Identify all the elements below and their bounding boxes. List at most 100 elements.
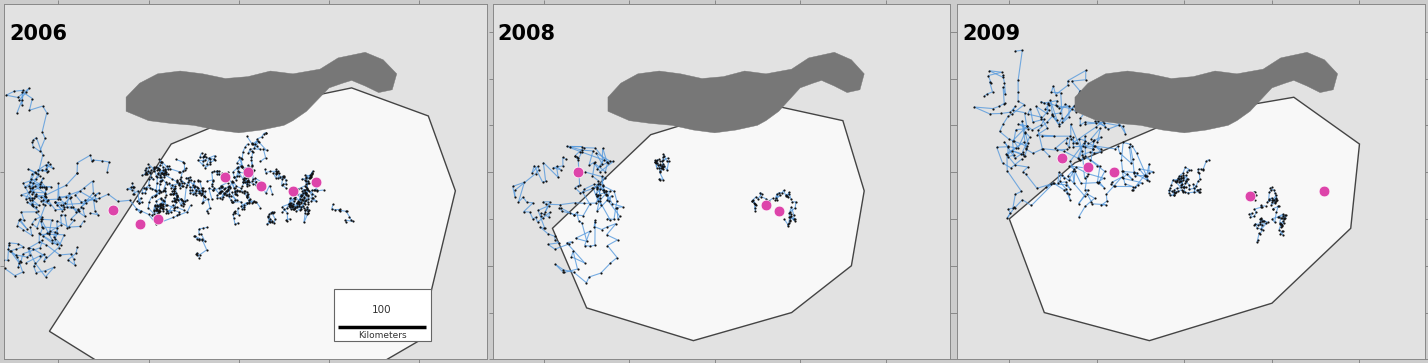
Point <box>151 208 174 213</box>
Point <box>1067 155 1090 161</box>
Polygon shape <box>608 52 864 133</box>
Point <box>548 202 571 208</box>
Point <box>577 162 600 168</box>
Point <box>240 167 263 173</box>
Point <box>0 92 17 98</box>
Point <box>154 195 177 200</box>
Point <box>127 200 150 206</box>
Point <box>743 200 765 206</box>
Point <box>143 166 166 172</box>
Point <box>4 252 27 258</box>
Point <box>1015 143 1038 149</box>
Point <box>147 170 170 176</box>
Point <box>53 207 76 212</box>
Point <box>571 220 594 226</box>
Point <box>47 194 70 200</box>
Point <box>1004 155 1027 161</box>
Point <box>240 154 263 160</box>
Point <box>33 251 56 257</box>
Point <box>1171 170 1194 176</box>
Point <box>33 191 56 197</box>
Point <box>163 188 186 193</box>
Point <box>1054 101 1077 107</box>
Point <box>648 162 671 167</box>
Point <box>1242 189 1265 195</box>
Point <box>558 210 581 216</box>
Point <box>294 190 317 196</box>
Point <box>171 199 194 204</box>
Point <box>1077 187 1100 193</box>
Point <box>1254 203 1277 209</box>
Point <box>1081 201 1104 207</box>
Point <box>149 178 171 184</box>
Point <box>655 167 678 173</box>
Point <box>991 74 1014 80</box>
Point <box>1081 146 1104 152</box>
Point <box>301 170 324 175</box>
Point <box>1128 166 1151 172</box>
Point <box>507 199 530 205</box>
Point <box>144 221 167 227</box>
Point <box>208 171 231 176</box>
Point <box>1002 138 1025 144</box>
Point <box>1084 124 1107 130</box>
Point <box>11 227 34 233</box>
Point <box>227 168 250 174</box>
Point <box>39 201 61 207</box>
Point <box>153 174 176 180</box>
Point <box>130 172 153 178</box>
Point <box>296 204 318 209</box>
Point <box>594 169 617 175</box>
Point <box>157 210 180 216</box>
Point <box>241 162 264 168</box>
Point <box>1041 113 1064 119</box>
Point <box>83 197 106 203</box>
Point <box>186 252 208 258</box>
Bar <box>334 289 431 340</box>
Point <box>297 210 320 216</box>
Point <box>50 222 73 228</box>
Point <box>293 205 316 211</box>
Point <box>980 80 1002 86</box>
Point <box>31 233 54 239</box>
Point <box>537 241 560 247</box>
Point <box>31 216 54 222</box>
Point <box>1044 92 1067 98</box>
Point <box>561 249 584 254</box>
Point <box>216 173 238 179</box>
Point <box>217 184 240 189</box>
Point <box>250 179 273 184</box>
Point <box>223 209 246 215</box>
Point <box>246 136 268 142</box>
Point <box>1074 68 1097 73</box>
Point <box>543 233 565 239</box>
Point <box>1271 213 1294 219</box>
Point <box>264 167 287 172</box>
Point <box>594 191 617 197</box>
Point <box>143 202 166 208</box>
Text: 2006: 2006 <box>10 24 67 44</box>
Point <box>211 172 234 178</box>
Point <box>1131 180 1154 185</box>
Point <box>57 191 80 196</box>
Point <box>1070 148 1092 154</box>
Point <box>213 187 236 192</box>
Point <box>1035 184 1058 190</box>
Point <box>188 190 211 196</box>
Point <box>1057 178 1080 183</box>
Point <box>1127 170 1150 176</box>
Point <box>223 209 246 215</box>
Point <box>227 164 250 170</box>
Point <box>1127 182 1150 188</box>
Point <box>163 205 186 211</box>
Point <box>151 164 174 170</box>
Point <box>0 246 19 252</box>
Point <box>1025 185 1048 191</box>
Point <box>139 176 161 182</box>
Point <box>29 253 51 259</box>
Point <box>764 195 787 201</box>
Point <box>156 181 178 187</box>
Point <box>197 185 220 191</box>
Point <box>1172 184 1195 190</box>
Point <box>154 167 177 173</box>
